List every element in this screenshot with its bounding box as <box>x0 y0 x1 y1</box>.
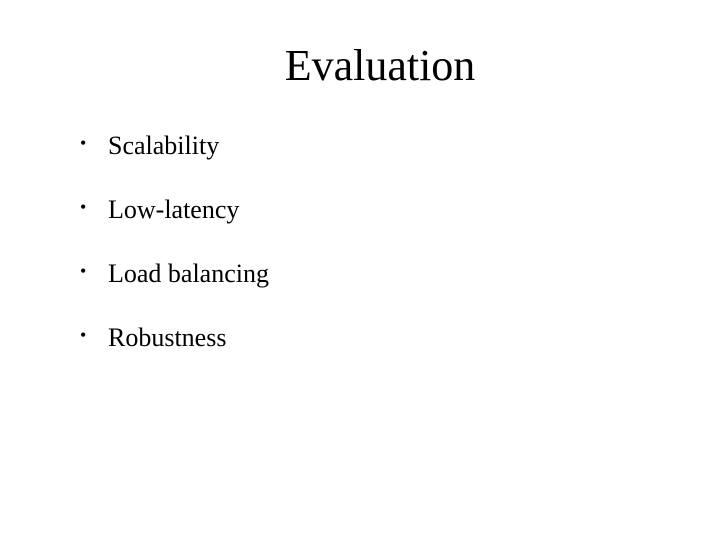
bullet-item: Scalability <box>80 131 660 161</box>
bullet-item: Robustness <box>80 323 660 353</box>
bullet-item: Low-latency <box>80 195 660 225</box>
bullet-item: Load balancing <box>80 259 660 289</box>
bullet-list: Scalability Low-latency Load balancing R… <box>60 131 660 353</box>
slide-title: Evaluation <box>100 40 660 91</box>
